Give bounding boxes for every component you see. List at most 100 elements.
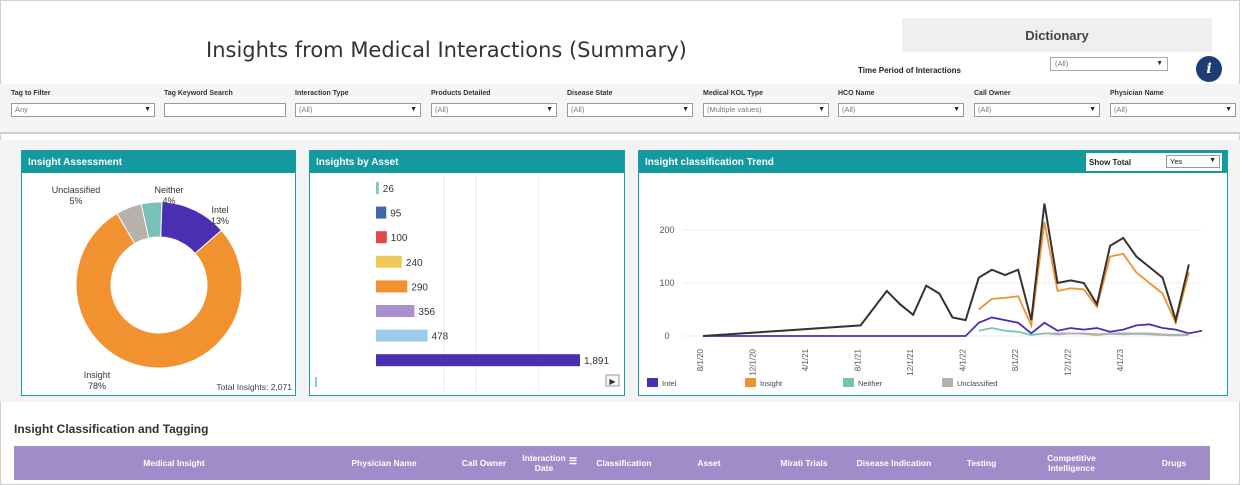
filter-label: Medical KOL Type: [703, 90, 764, 97]
slice-pct-label: 78%: [88, 381, 106, 391]
info-icon[interactable]: i: [1196, 56, 1222, 82]
scroll-right-button[interactable]: [605, 374, 620, 387]
y-tick-label: 200: [659, 225, 674, 235]
trend-series-insight[interactable]: [978, 221, 1190, 329]
column-header[interactable]: Competitive Intelligence: [1047, 453, 1096, 473]
column-header[interactable]: Testing: [966, 458, 997, 468]
asset-bar[interactable]: [376, 280, 408, 293]
insights-by-asset-chart: 26 95 100 240 290 356 478 1,891 ▶: [315, 177, 620, 391]
asset-bar[interactable]: [376, 255, 402, 268]
x-tick-label: 8/1/21: [854, 348, 863, 371]
asset-bar-value: 356: [418, 307, 435, 318]
chevron-down-icon: ▼: [410, 106, 417, 113]
column-header[interactable]: Classification: [596, 458, 652, 468]
insight-assessment-panel: Insight Assessment Intel 13% Insight 78% Unc…: [21, 150, 296, 396]
filter-label: Products Detailed: [431, 90, 491, 97]
x-tick-label: 4/1/23: [1116, 348, 1125, 371]
trend-title: Insight classification Trend Show Total …: [639, 151, 1227, 173]
filter-label: Physician Name: [1110, 90, 1164, 97]
filter-select[interactable]: (All) ▼: [431, 103, 557, 117]
filter-select[interactable]: (All) ▼: [974, 103, 1100, 117]
legend-label: Neither: [858, 379, 883, 388]
legend-label: Insight: [760, 379, 783, 388]
column-header[interactable]: Interaction Date: [522, 453, 566, 473]
asset-bar[interactable]: [376, 354, 580, 367]
legend-swatch: [942, 378, 953, 387]
trend-series-total[interactable]: [702, 203, 1190, 337]
chevron-right-icon: ▶: [609, 377, 616, 386]
time-period-select[interactable]: (All) ▼: [1050, 57, 1168, 71]
filter-label: Call Owner: [974, 90, 1011, 97]
chevron-down-icon: ▼: [1089, 106, 1096, 113]
slice-name-label: Neither: [154, 185, 183, 195]
slice-pct-label: 13%: [211, 216, 229, 226]
total-insights-label: Total Insights: 2,071: [216, 382, 292, 392]
trend-series-intel[interactable]: [703, 316, 1203, 337]
sort-icon[interactable]: ☰: [569, 456, 578, 466]
donut-slice-insight[interactable]: [75, 212, 243, 369]
chevron-down-icon: ▼: [1225, 106, 1232, 113]
trend-series-unclassified[interactable]: [1044, 332, 1189, 337]
tag-keyword-search-input[interactable]: [164, 103, 286, 117]
column-header[interactable]: Call Owner: [461, 458, 507, 468]
slice-name-label: Unclassified: [52, 185, 101, 195]
x-tick-label: 12/1/22: [1064, 348, 1073, 375]
chevron-down-icon: ▼: [818, 106, 825, 113]
donut-slice-neither[interactable]: [140, 201, 163, 239]
slice-pct-label: 5%: [69, 196, 82, 206]
y-tick-label: 100: [659, 278, 674, 288]
show-total-value: Yes: [1170, 157, 1183, 166]
column-header[interactable]: Disease Indication: [856, 458, 932, 468]
filter-select[interactable]: (All) ▼: [1110, 103, 1236, 117]
column-header[interactable]: Mirati Trials: [780, 458, 828, 468]
asset-bar-value: 240: [406, 258, 423, 269]
filter-value: (Multiple values): [707, 105, 762, 114]
filter-label: Disease State: [567, 90, 613, 97]
filter-label: Interaction Type: [295, 90, 349, 97]
filter-label: HCO Name: [838, 90, 875, 97]
filter-select[interactable]: (All) ▼: [295, 103, 421, 117]
asset-bar[interactable]: [376, 206, 387, 219]
filter-value: (All): [571, 105, 585, 114]
chevron-down-icon: ▼: [144, 106, 151, 113]
legend-swatch: [647, 378, 658, 387]
table-header: Medical Insight Physician Name Call Owner I…: [14, 446, 1210, 480]
chevron-down-icon: ▼: [953, 106, 960, 113]
column-header[interactable]: Asset: [697, 458, 721, 468]
filter-value: (All): [842, 105, 856, 114]
filter-select[interactable]: (All) ▼: [567, 103, 693, 117]
asset-bar[interactable]: [376, 305, 415, 317]
show-total-control: Show Total Yes ▼: [1086, 153, 1222, 171]
time-period-value: (All): [1055, 59, 1069, 68]
asset-bar[interactable]: [376, 231, 387, 244]
filter-select[interactable]: (Multiple values) ▼: [703, 103, 829, 117]
x-tick-label: 8/1/22: [1011, 348, 1020, 371]
filter-label: Tag Keyword Search: [164, 90, 233, 97]
asset-bar-value: 95: [390, 209, 402, 220]
filter-value: (All): [435, 105, 449, 114]
column-header[interactable]: Physician Name: [351, 458, 417, 468]
show-total-label: Show Total: [1089, 158, 1132, 167]
filter-select[interactable]: (All) ▼: [838, 103, 964, 117]
filter-label: Tag to Filter: [11, 90, 51, 97]
trend-panel: Insight classification Trend Show Total …: [638, 150, 1228, 396]
filter-select[interactable]: Any ▼: [11, 103, 155, 117]
y-tick-label: 0: [664, 331, 669, 341]
column-header[interactable]: Medical Insight: [143, 458, 205, 468]
show-total-select[interactable]: Yes ▼: [1166, 155, 1220, 168]
trend-chart: 0 100 200 8/1/20 12/1/20 4/1/21 8/1/21 12/1/21 4…: [647, 203, 1203, 388]
chevron-down-icon: ▼: [1209, 157, 1216, 164]
legend-swatch: [745, 378, 756, 387]
insights-by-asset-panel: Insights by Asset 26 95 100 240 290 356 478 1,8…: [309, 150, 625, 396]
table-section-title: Insight Classification and Tagging: [14, 422, 209, 436]
filter-value: Any: [15, 105, 28, 114]
filter-value: (All): [1114, 105, 1128, 114]
asset-bar[interactable]: [376, 182, 379, 194]
x-tick-label: 8/1/20: [696, 348, 705, 371]
asset-bar[interactable]: [376, 329, 428, 342]
column-header[interactable]: Drugs: [1161, 458, 1187, 468]
asset-bar-value: 1,891: [584, 356, 609, 367]
asset-bar-value: 290: [411, 282, 428, 293]
dictionary-button[interactable]: Dictionary: [902, 18, 1212, 52]
